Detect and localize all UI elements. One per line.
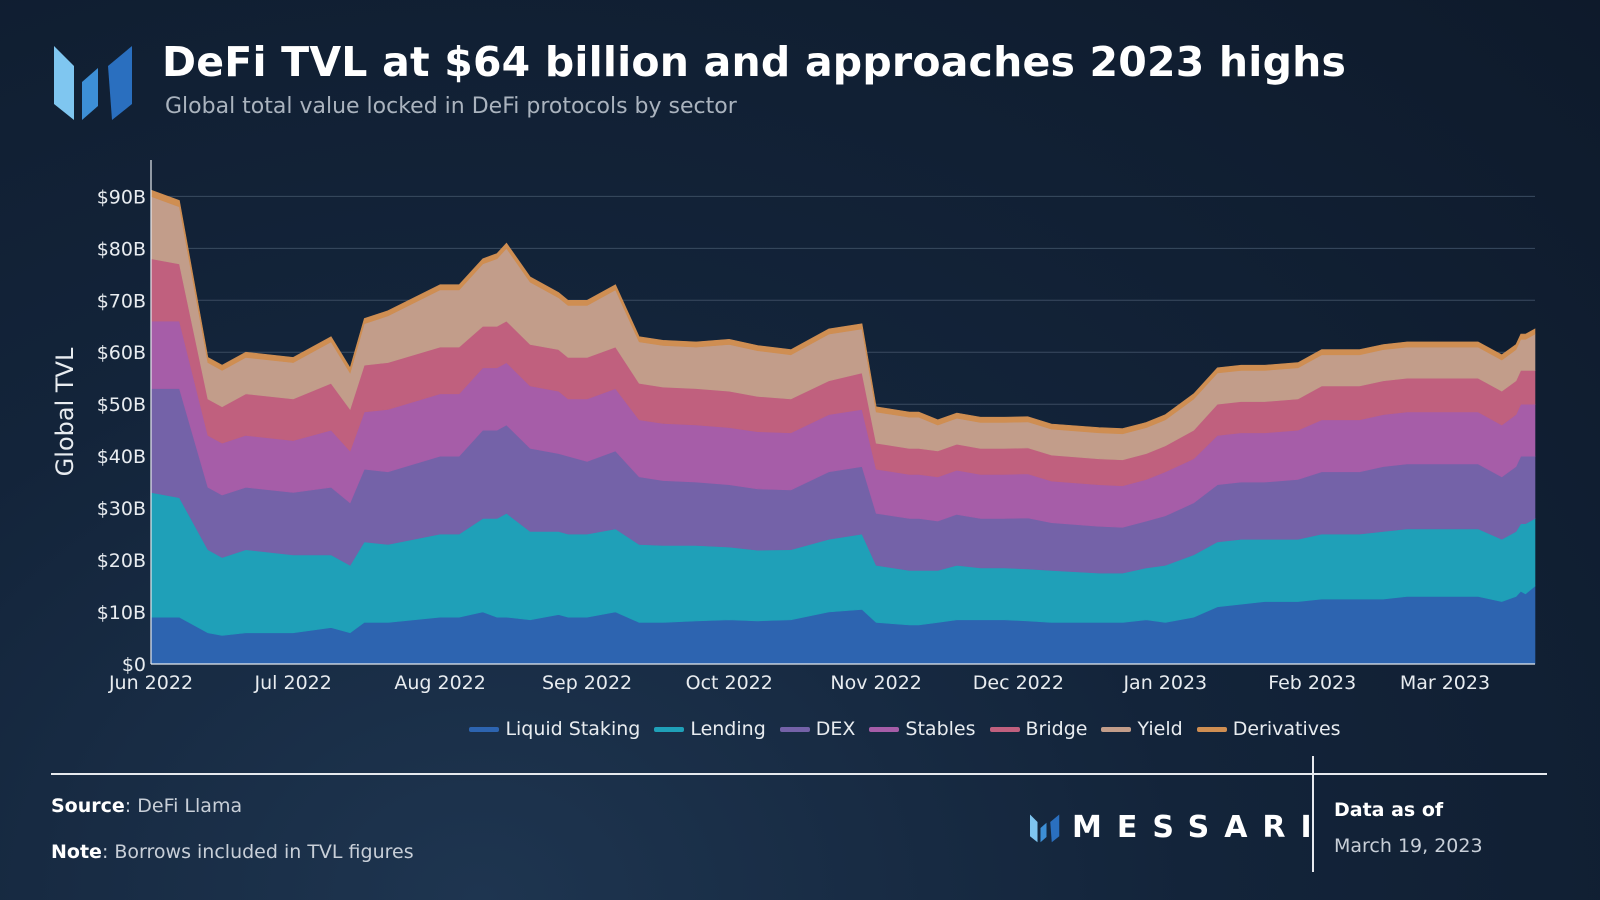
note-value: Borrows included in TVL figures bbox=[114, 841, 414, 863]
chart-legend: Liquid Staking Lending DEX Stables Bridge Yie… bbox=[0, 718, 1400, 740]
x-tick-label: Jan 2023 bbox=[1122, 672, 1207, 694]
page-title: DeFi TVL at $64 billion and approaches 2… bbox=[162, 38, 1347, 86]
y-tick-label: $50B bbox=[97, 394, 146, 416]
footer-vertical-divider bbox=[1312, 756, 1314, 872]
legend-label: DEX bbox=[815, 718, 856, 740]
y-tick-label: $30B bbox=[97, 498, 146, 520]
legend-label: Bridge bbox=[1025, 718, 1088, 740]
area-derivatives bbox=[150, 189, 1536, 435]
x-tick-label: Aug 2022 bbox=[394, 672, 486, 694]
brand-wordmark: MESSARI bbox=[1072, 810, 1327, 845]
y-tick-label: $70B bbox=[97, 290, 146, 312]
y-axis-title: Global TVL bbox=[51, 347, 79, 476]
messari-small-logo-icon bbox=[1030, 814, 1060, 842]
x-tick-label: Dec 2022 bbox=[973, 672, 1064, 694]
legend-item-dex[interactable]: DEX bbox=[779, 718, 856, 740]
chart-areas bbox=[150, 189, 1536, 665]
page-subtitle: Global total value locked in DeFi protoc… bbox=[165, 94, 737, 119]
note-label: Note bbox=[51, 841, 102, 863]
messari-logo-icon bbox=[54, 46, 132, 120]
source-value: DeFi Llama bbox=[137, 795, 243, 817]
legend-item-derivatives[interactable]: Derivatives bbox=[1196, 718, 1341, 740]
legend-label: Lending bbox=[690, 718, 766, 740]
legend-swatch bbox=[469, 726, 500, 732]
legend-swatch bbox=[654, 726, 685, 732]
x-tick-label: Feb 2023 bbox=[1268, 672, 1356, 694]
x-tick-label: Oct 2022 bbox=[686, 672, 773, 694]
y-tick-label: $80B bbox=[97, 238, 146, 260]
source-line: Source: DeFi Llama bbox=[51, 795, 243, 817]
legend-swatch bbox=[779, 726, 810, 732]
x-tick-label: Jun 2022 bbox=[108, 672, 193, 694]
legend-label: Derivatives bbox=[1232, 718, 1341, 740]
chart-axes: $0 $10B $20B $30B $40B $50B $60B $70B $80B $90B Ju… bbox=[97, 160, 1535, 694]
legend-swatch bbox=[1101, 726, 1132, 732]
y-tick-label: $90B bbox=[97, 186, 146, 208]
legend-label: Stables bbox=[905, 718, 976, 740]
x-tick-label: Nov 2022 bbox=[830, 672, 921, 694]
tvl-area-chart: $0 $10B $20B $30B $40B $50B $60B $70B $80B $90B Ju… bbox=[51, 160, 1536, 694]
legend-item-liquid-staking[interactable]: Liquid Staking bbox=[469, 718, 640, 740]
legend-item-lending[interactable]: Lending bbox=[654, 718, 766, 740]
y-tick-label: $60B bbox=[97, 342, 146, 364]
legend-swatch bbox=[869, 726, 900, 732]
legend-label: Yield bbox=[1137, 718, 1183, 740]
x-tick-label: Sep 2022 bbox=[542, 672, 632, 694]
y-tick-label: $20B bbox=[97, 550, 146, 572]
legend-item-stables[interactable]: Stables bbox=[869, 718, 976, 740]
note-line: Note: Borrows included in TVL figures bbox=[51, 841, 414, 863]
data-as-of-date: March 19, 2023 bbox=[1334, 835, 1483, 857]
messari-brand: MESSARI bbox=[1028, 810, 1327, 845]
y-tick-label: $10B bbox=[97, 602, 146, 624]
legend-swatch bbox=[1196, 726, 1227, 732]
footer-divider bbox=[51, 773, 1547, 775]
x-tick-label: Jul 2022 bbox=[254, 672, 332, 694]
legend-label: Liquid Staking bbox=[505, 718, 641, 740]
source-label: Source bbox=[51, 795, 125, 817]
legend-item-yield[interactable]: Yield bbox=[1101, 718, 1183, 740]
data-as-of-label: Data as of bbox=[1334, 799, 1444, 821]
y-tick-label: $0 bbox=[122, 654, 146, 676]
y-tick-label: $40B bbox=[97, 446, 146, 468]
legend-swatch bbox=[989, 726, 1020, 732]
legend-item-bridge[interactable]: Bridge bbox=[989, 718, 1088, 740]
x-tick-label: Mar 2023 bbox=[1400, 672, 1490, 694]
